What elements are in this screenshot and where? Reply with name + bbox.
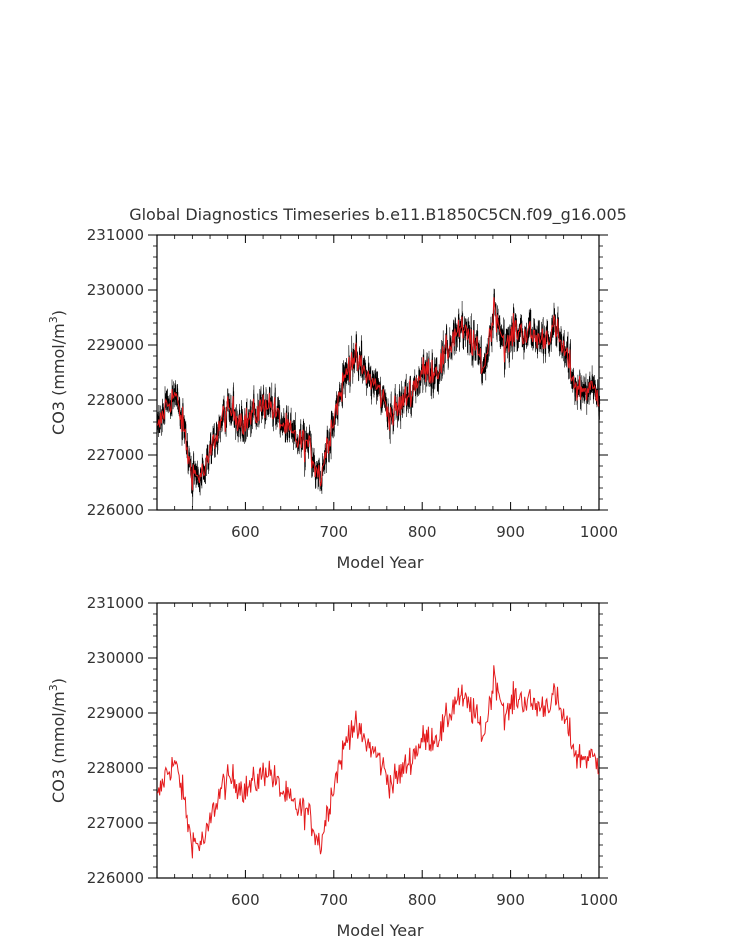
x-axis-title: Model Year: [337, 921, 424, 940]
x-tick-label: 700: [319, 523, 348, 541]
x-tick-label: 600: [231, 523, 260, 541]
x-axis-title: Model Year: [337, 553, 424, 572]
bottom-panel: 600 700 800 900 1000 226000 227000 228000 229000…: [47, 594, 618, 940]
series-line-monthly: [156, 288, 601, 508]
top-panel: 600 700 800 900 1000 226000 227000 228000 229000…: [47, 226, 618, 572]
x-tick-label: 900: [496, 523, 525, 541]
y-tick-label: 229000: [87, 336, 144, 354]
plot-frame: [156, 602, 600, 879]
x-tick-label: 700: [319, 891, 348, 909]
y-tick-label: 231000: [87, 226, 144, 244]
x-tick-label: 600: [231, 891, 260, 909]
y-tick-label: 227000: [87, 446, 144, 464]
x-tick-label: 900: [496, 891, 525, 909]
series-line-annual: [156, 297, 600, 491]
series-line-annual: [156, 665, 600, 859]
chart-title: Global Diagnostics Timeseries b.e11.B185…: [129, 205, 627, 225]
y-tick-label: 230000: [87, 649, 144, 667]
x-tick-label: 800: [408, 891, 437, 909]
x-tick-label: 1000: [580, 523, 618, 541]
y-tick-label: 229000: [87, 704, 144, 722]
y-axis-title: CO3 (mmol/m3): [47, 678, 68, 803]
y-tick-label: 227000: [87, 814, 144, 832]
x-tick-label: 800: [408, 523, 437, 541]
y-tick-label: 228000: [87, 391, 144, 409]
x-tick-label: 1000: [580, 891, 618, 909]
y-axis-title: CO3 (mmol/m3): [47, 310, 68, 435]
plot-frame: [156, 234, 600, 511]
y-tick-label: 228000: [87, 759, 144, 777]
y-tick-label: 231000: [87, 594, 144, 612]
y-tick-label: 230000: [87, 281, 144, 299]
y-tick-label: 226000: [87, 869, 144, 887]
y-tick-label: 226000: [87, 501, 144, 519]
